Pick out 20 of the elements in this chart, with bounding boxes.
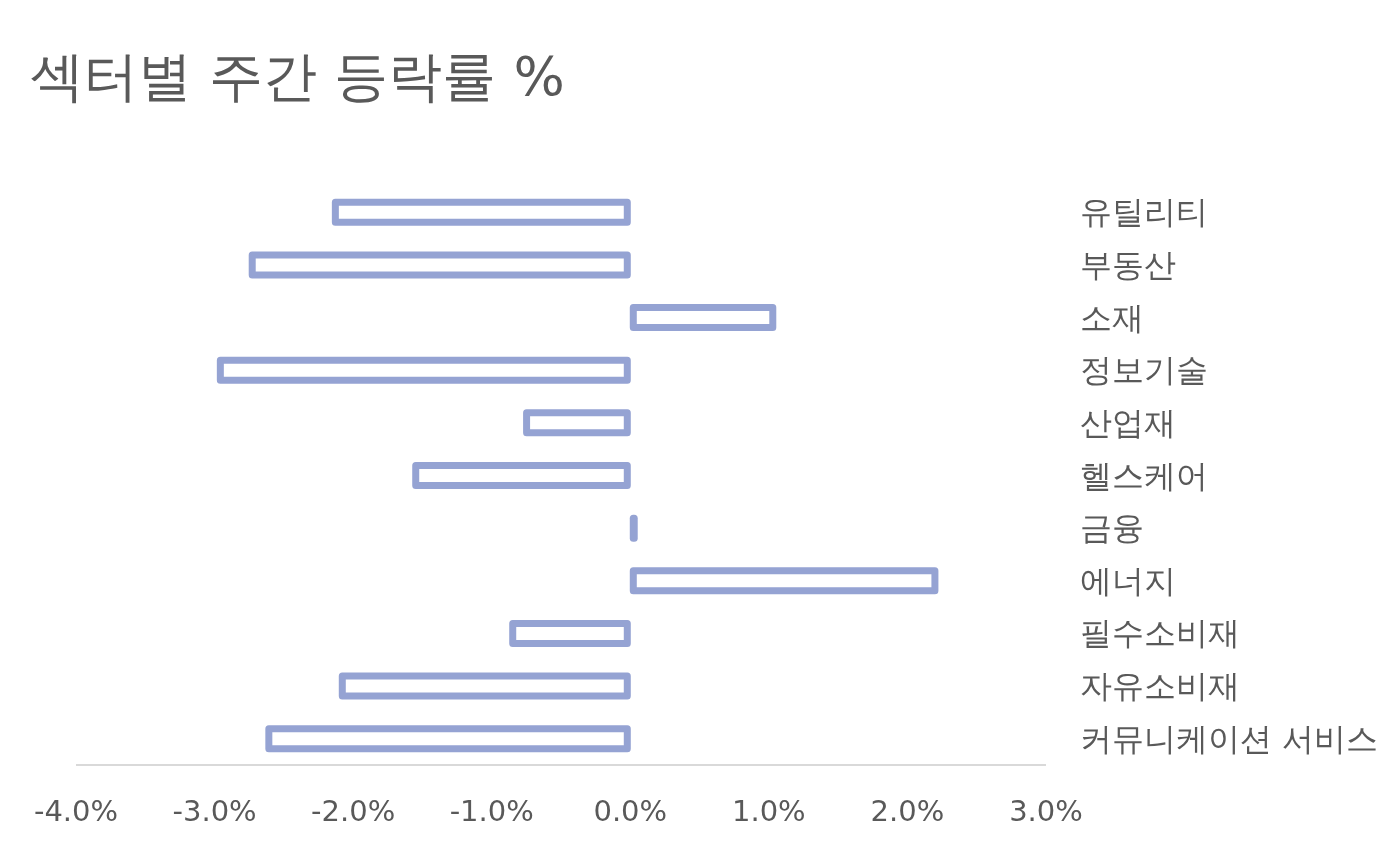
x-tick-label: 3.0%: [1009, 794, 1083, 828]
x-tick-label: -1.0%: [449, 794, 534, 828]
x-tick-label: -4.0%: [33, 794, 119, 828]
y-tick-label: 부동산: [1080, 245, 1176, 284]
y-tick-label: 헬스케어: [1080, 456, 1208, 495]
x-tick-label: -3.0%: [172, 794, 257, 828]
x-tick-label: 2.0%: [870, 794, 945, 828]
y-tick-label: 유틸리티: [1080, 193, 1208, 232]
x-tick-label: 0.0%: [593, 794, 668, 828]
y-tick-label: 자유소비재: [1080, 667, 1240, 706]
chart-title: 섹터별 주간 등락률 %: [30, 45, 565, 108]
y-tick-label: 필수소비재: [1080, 614, 1240, 653]
x-tick-label: -2.0%: [311, 794, 396, 828]
x-tick-label: 1.0%: [732, 794, 806, 828]
y-tick-label: 소재: [1080, 298, 1144, 337]
y-tick-label: 커뮤니케이션 서비스: [1080, 719, 1379, 758]
y-tick-label: 금융: [1080, 509, 1144, 548]
y-tick-label: 산업재: [1080, 403, 1176, 442]
y-tick-label: 에너지: [1080, 561, 1176, 600]
y-tick-label: 정보기술: [1080, 351, 1208, 390]
